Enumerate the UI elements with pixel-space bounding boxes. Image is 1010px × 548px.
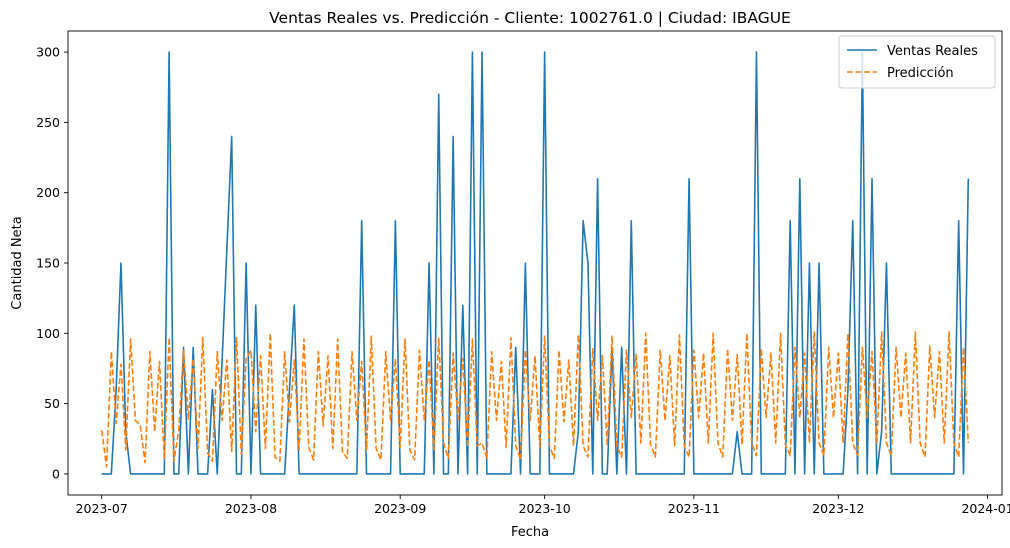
chart-title: Ventas Reales vs. Predicción - Cliente: … (269, 9, 791, 27)
x-axis: 2023-07 2023-08 2023-09 2023-10 2023-11 2023-… (76, 495, 1010, 516)
legend: Ventas Reales Predicción (838, 35, 996, 89)
legend-label-prediccion: Predicción (887, 66, 954, 81)
x-axis-title: Fecha (511, 525, 549, 540)
y-tick-label: 100 (36, 326, 60, 341)
x-tick-label: 2024-01 (961, 501, 1010, 516)
x-tick-label: 2023-12 (812, 501, 864, 516)
series-line-prediccion (100, 331, 970, 468)
x-tick-label: 2023-09 (374, 501, 426, 516)
y-axis: 0 50 100 150 200 250 300 (36, 45, 68, 481)
y-tick-label: 250 (36, 115, 60, 130)
x-tick-label: 2023-11 (668, 501, 720, 516)
x-tick-label: 2023-07 (76, 501, 128, 516)
y-axis-title: Cantidad Neta (10, 216, 25, 309)
y-tick-label: 150 (36, 256, 60, 271)
series-layer (100, 51, 970, 475)
legend-box (838, 35, 996, 89)
series-line-ventas-reales (101, 51, 970, 475)
y-tick-label: 0 (52, 466, 60, 481)
y-tick-label: 200 (36, 185, 60, 200)
x-tick-label: 2023-08 (225, 501, 277, 516)
y-tick-label: 300 (36, 45, 60, 60)
x-tick-label: 2023-10 (519, 501, 571, 516)
y-tick-label: 50 (44, 396, 60, 411)
legend-label-ventas-reales: Ventas Reales (887, 44, 978, 59)
